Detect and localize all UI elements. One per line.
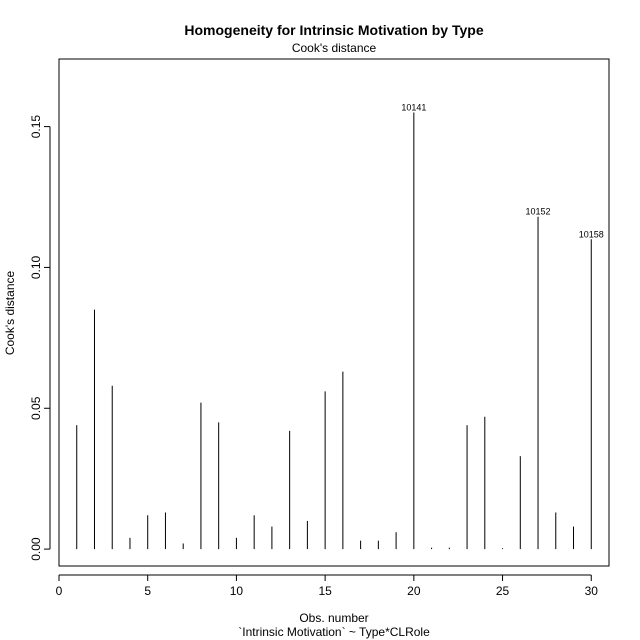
x-tick-label: 15 — [318, 584, 332, 598]
x-tick-label: 5 — [144, 584, 151, 598]
x-tick-label: 10 — [230, 584, 244, 598]
x-tick-label: 20 — [407, 584, 421, 598]
y-axis: 0.00 0.05 0.10 0.15 — [29, 115, 51, 561]
chart-title: Homogeneity for Intrinsic Motivation by … — [184, 22, 483, 38]
annotations: 10141 10152 10158 — [401, 103, 603, 240]
x-tick-label: 25 — [496, 584, 510, 598]
y-tick-label: 0.15 — [29, 115, 43, 139]
y-tick-label: 0.10 — [29, 255, 43, 279]
x-axis-label: Obs. number — [299, 611, 368, 625]
x-axis: 0 5 10 15 20 25 30 — [56, 574, 599, 598]
chart-subtitle: Cook's distance — [292, 41, 377, 55]
x-axis-model-label: `Intrinsic Motivation` ~ Type*CLRole — [238, 625, 430, 639]
data-series — [76, 112, 592, 550]
plot-frame — [58, 58, 610, 567]
y-tick-label: 0.05 — [29, 396, 43, 420]
outlier-label: 10158 — [579, 229, 604, 239]
outlier-label: 10141 — [401, 103, 426, 113]
y-axis-label: Cook's distance — [3, 271, 17, 356]
y-tick-label: 0.00 — [29, 537, 43, 561]
x-tick-label: 30 — [585, 584, 599, 598]
x-tick-label: 0 — [56, 584, 63, 598]
outlier-label: 10152 — [526, 207, 551, 217]
